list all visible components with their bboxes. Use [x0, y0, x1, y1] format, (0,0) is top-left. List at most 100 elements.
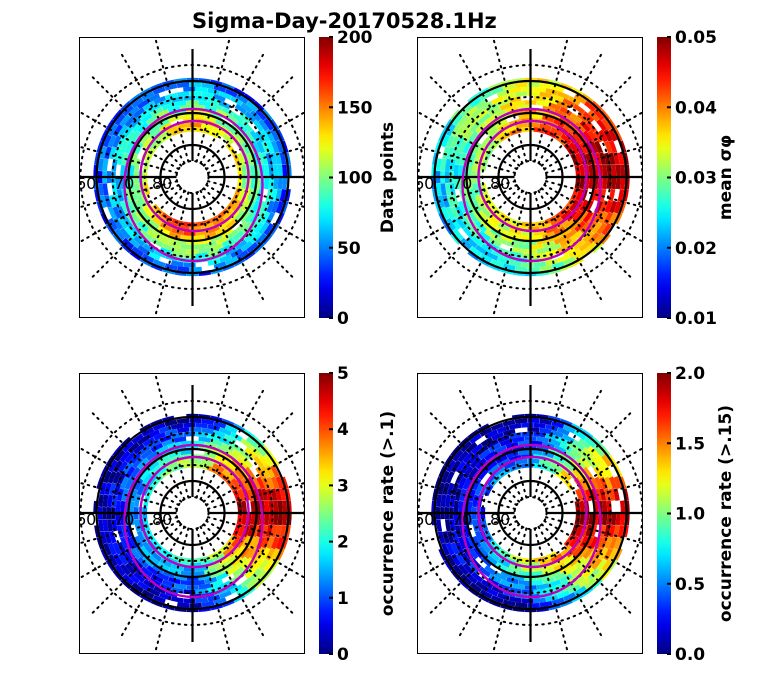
heatmap-cell [604, 476, 613, 490]
heatmap-cell [467, 177, 473, 190]
heatmap-cell [213, 430, 226, 439]
heatmap-cell [207, 424, 221, 432]
heatmap-cell [542, 231, 555, 240]
heatmap-cell [450, 206, 460, 219]
heatmap-cell [247, 221, 259, 234]
heatmap-cell [104, 482, 112, 496]
heatmap-cell [225, 460, 238, 472]
heatmap-cell [251, 140, 261, 154]
heatmap-cell [156, 445, 170, 455]
heatmap-cell [613, 200, 622, 214]
heatmap-cell [601, 558, 612, 572]
grid-spoke [206, 516, 305, 545]
heatmap-cell [502, 599, 516, 607]
heatmap-cell [275, 140, 284, 153]
heatmap-cell [274, 152, 282, 165]
auroral-oval [461, 107, 602, 263]
heatmap-cell [263, 177, 270, 190]
heatmap-cell [471, 494, 479, 508]
heatmap-cell [556, 100, 570, 110]
grid-spoke [543, 110, 643, 170]
heatmap-cell [130, 188, 139, 202]
heatmap-cell [468, 188, 477, 202]
heatmap-cell [455, 205, 465, 219]
heatmap-cell [506, 231, 520, 240]
heatmap-cell [234, 468, 246, 481]
heatmap-cell [572, 132, 584, 145]
heatmap-cell [558, 227, 572, 238]
heatmap-cell [229, 574, 242, 585]
heatmap-cell [201, 123, 214, 132]
heatmap-cell [608, 212, 618, 226]
heatmap-cell [108, 530, 117, 544]
heatmap-cell [246, 436, 259, 448]
heatmap-cell [472, 210, 484, 223]
heatmap-cell [467, 513, 473, 526]
heatmap-cell [488, 573, 502, 584]
heatmap-cell [221, 237, 235, 248]
heatmap-cell [542, 567, 555, 576]
heatmap-cell [502, 83, 516, 91]
latitude-label: 70 [114, 510, 134, 529]
heatmap-cell [436, 519, 443, 532]
heatmap-cell [133, 478, 144, 491]
heatmap-cell [575, 524, 584, 538]
heatmap-cell [124, 115, 136, 128]
oval-poleward [139, 119, 250, 233]
heatmap-cell [560, 209, 573, 221]
heatmap-cell [536, 583, 550, 590]
heatmap-cell [131, 582, 144, 593]
heatmap-cell [584, 241, 597, 254]
heatmap-cell [446, 194, 455, 208]
heatmap-cell [557, 590, 571, 599]
heatmap-cell [589, 476, 599, 490]
grid-spoke [537, 50, 604, 165]
colorbar: 0.0 0.5 1.0 1.5 2.0 occurrence rate (>.15) [657, 364, 736, 665]
latitude-label: 60 [414, 510, 434, 529]
heatmap-cell [246, 241, 259, 254]
heatmap-cell [244, 447, 257, 459]
heatmap-cell [563, 554, 576, 566]
heatmap-cell [570, 112, 583, 124]
heatmap-cell [268, 513, 274, 526]
heatmap-cell [117, 460, 129, 474]
heatmap-cell [218, 580, 232, 590]
heatmap-cell [598, 465, 609, 479]
grid-spoke [205, 446, 305, 506]
heatmap-cell [147, 460, 160, 472]
heatmap-cell [503, 460, 516, 470]
heatmap-cell [249, 109, 262, 122]
heatmap-cell [119, 450, 131, 463]
heatmap-cell [119, 200, 129, 214]
heatmap-cell [244, 130, 256, 143]
heatmap-cell [256, 476, 266, 490]
heatmap-cell [467, 562, 480, 574]
heatmap-cell [440, 494, 447, 508]
heatmap-cell [168, 450, 181, 459]
heatmap-cell [527, 427, 540, 433]
grid-spoke [417, 481, 517, 510]
heatmap-cell [155, 466, 168, 477]
heatmap-cell [275, 188, 282, 202]
heatmap-cell [201, 427, 214, 435]
heatmap-cell [518, 449, 531, 456]
heatmap-cell [553, 571, 567, 581]
heatmap-cell [608, 536, 618, 550]
heatmap-cell [564, 228, 577, 240]
heatmap-cell [266, 140, 275, 154]
heatmap-cell [176, 122, 190, 130]
heatmap-cell [281, 500, 288, 513]
heatmap-cell [147, 218, 160, 230]
heatmap-cell [488, 237, 502, 248]
heatmap-cell [234, 209, 246, 222]
heatmap-cell [150, 237, 164, 248]
heatmap-cell [207, 249, 220, 257]
heatmap-cell [115, 177, 122, 190]
heatmap-cell [156, 109, 170, 119]
heatmap-cell [593, 568, 605, 581]
heatmap-cell [494, 235, 508, 245]
heatmap-cell [541, 114, 555, 123]
heatmap-cell [596, 454, 607, 468]
heatmap-cell [596, 558, 608, 571]
heatmap-cell [157, 454, 170, 465]
